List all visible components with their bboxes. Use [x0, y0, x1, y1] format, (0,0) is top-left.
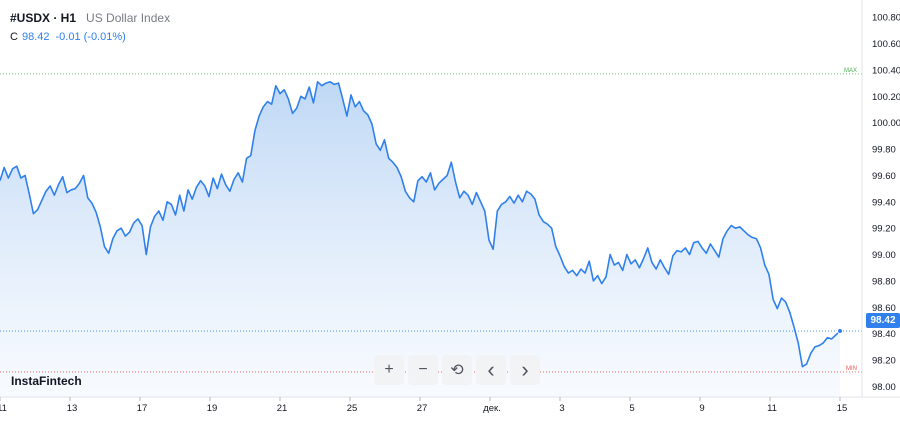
chart-header: #USDX · H1 US Dollar Index [10, 11, 170, 25]
minus-icon: − [418, 361, 428, 378]
close-label: C [10, 31, 18, 43]
x-tick-label: 11 [767, 403, 777, 414]
last-point-marker [837, 328, 843, 335]
x-tick-label: 21 [277, 403, 288, 414]
y-tick-label: 100.80 [872, 13, 900, 24]
x-tick-label: 19 [207, 403, 218, 414]
x-tick-label: 3 [559, 403, 564, 414]
y-tick-label: 98.20 [872, 356, 896, 367]
x-tick-label: 9 [699, 403, 704, 414]
instrument-description: US Dollar Index [86, 11, 171, 25]
y-tick-label: 100.60 [872, 39, 900, 50]
y-tick-label: 98.40 [872, 329, 896, 340]
x-tick-label: 11 [0, 403, 7, 414]
x-tick-label: 15 [837, 403, 848, 414]
reset-icon: ⟲ [450, 362, 464, 379]
y-tick-label: 98.00 [872, 382, 896, 393]
y-tick-label: 99.80 [872, 145, 896, 156]
y-tick-label: 100.00 [872, 118, 900, 129]
x-tick-label: 25 [347, 403, 358, 414]
last-price-tag: 98.42 [866, 313, 900, 328]
x-tick-label: 13 [67, 403, 78, 414]
chart-toolbar: + − ⟲ ‹ › [374, 355, 540, 385]
zoom-in-button[interactable]: + [374, 355, 404, 385]
x-tick-label: 27 [417, 403, 428, 414]
chevron-right-icon: › [521, 357, 529, 382]
zoom-out-button[interactable]: − [408, 355, 438, 385]
brand-logo: InstaFintech [11, 374, 82, 388]
plus-icon: + [384, 361, 394, 378]
x-tick-label: 17 [137, 403, 148, 414]
symbol-label: #USDX · H1 [10, 11, 77, 25]
y-tick-label: 99.00 [872, 250, 896, 261]
reset-chart-button[interactable]: ⟲ [442, 355, 472, 385]
x-tick-label: дек. [483, 403, 501, 414]
price-change: -0.01 (-0.01%) [55, 31, 126, 43]
y-tick-label: 100.40 [872, 65, 900, 76]
y-tick-label: 99.20 [872, 224, 896, 235]
close-value: 98.42 [21, 31, 50, 43]
y-tick-label: 99.60 [872, 171, 896, 182]
max-label: MAX [844, 68, 857, 74]
scroll-right-button[interactable]: › [510, 355, 540, 385]
y-tick-label: 98.60 [872, 303, 896, 314]
price-area [0, 81, 840, 398]
scroll-left-button[interactable]: ‹ [476, 355, 506, 385]
y-tick-label: 100.20 [872, 92, 900, 103]
chevron-left-icon: ‹ [487, 357, 495, 382]
price-line [0, 80, 841, 368]
x-tick-label: 5 [629, 403, 634, 414]
quote-line: C 98.42 -0.01 (-0.01%) [10, 31, 126, 43]
y-tick-label: 99.40 [872, 197, 896, 208]
min-label: MIN [846, 366, 857, 372]
y-tick-label: 98.80 [872, 276, 896, 287]
